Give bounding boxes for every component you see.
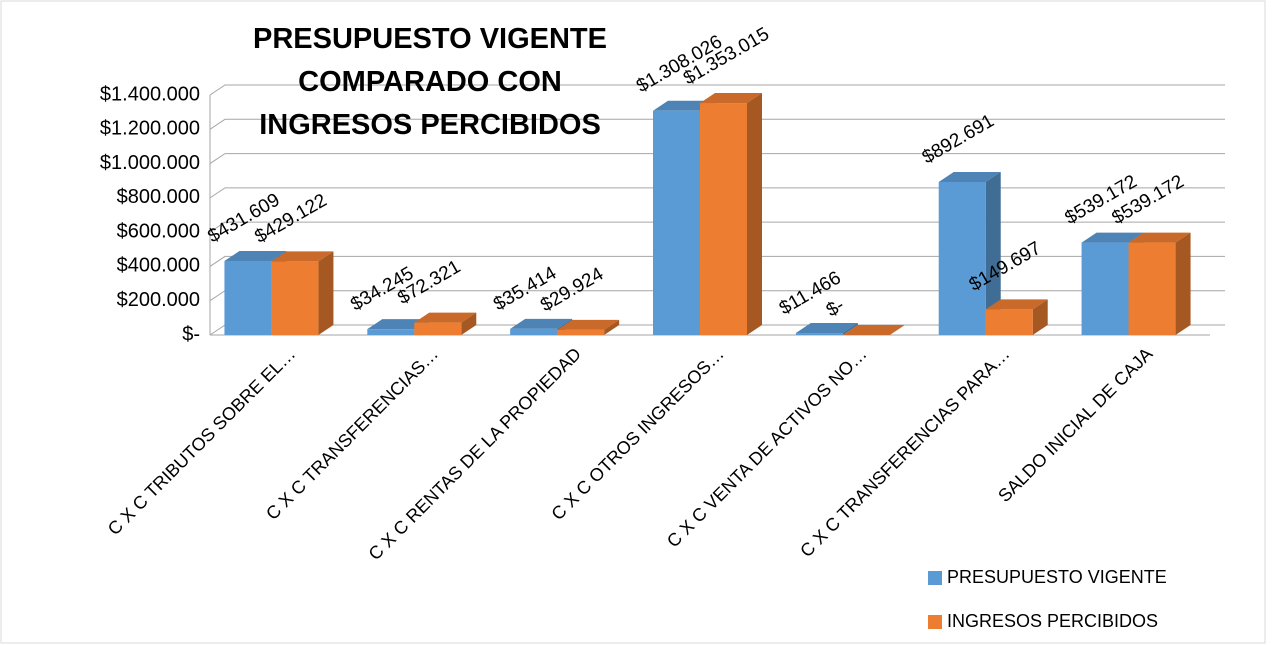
bar-side xyxy=(842,323,858,335)
bar-top xyxy=(414,312,477,323)
chart-title: INGRESOS PERCIBIDOS xyxy=(259,109,601,141)
bar xyxy=(557,319,620,335)
bar-front xyxy=(1128,242,1176,335)
y-tick-label: $400.000 xyxy=(117,255,200,277)
grid-line xyxy=(209,221,1225,233)
y-tick-label: $- xyxy=(182,323,200,345)
bar-top xyxy=(653,100,715,111)
y-tick-label: $1.000.000 xyxy=(100,152,200,174)
grid-line xyxy=(209,118,1225,130)
bar-top xyxy=(271,251,334,262)
bar-front xyxy=(700,103,747,336)
y-tick-label: $600.000 xyxy=(117,220,200,242)
bar-front xyxy=(557,329,605,335)
chart-title: COMPARADO CON xyxy=(298,66,562,98)
bar-side xyxy=(747,93,762,336)
bar xyxy=(700,93,762,336)
bar xyxy=(985,299,1048,335)
grid-line xyxy=(209,187,1225,199)
bar xyxy=(795,323,858,335)
legend-label: INGRESOS PERCIBIDOS xyxy=(947,611,1158,631)
bar-front xyxy=(271,261,319,335)
bar-top xyxy=(985,299,1048,310)
bar-top xyxy=(842,325,905,335)
bar-front xyxy=(367,329,415,335)
y-tick-label: $1.200.000 xyxy=(100,118,200,140)
bar-side xyxy=(318,251,334,335)
bar-front xyxy=(510,328,558,335)
bar-front xyxy=(985,309,1033,335)
bar-top xyxy=(700,93,762,104)
bar-top xyxy=(224,251,287,262)
bar-top xyxy=(557,319,620,330)
y-tick-label: $200.000 xyxy=(117,289,200,311)
bar xyxy=(414,312,477,335)
bar-top xyxy=(367,319,430,330)
bar xyxy=(271,251,334,335)
bar xyxy=(842,325,905,335)
bar-top xyxy=(938,171,1001,182)
legend-swatch xyxy=(928,615,942,629)
grid-line xyxy=(209,153,1225,164)
bar-top xyxy=(1128,232,1191,243)
bar-top xyxy=(1081,232,1144,243)
bar-front xyxy=(938,181,986,335)
bar-front xyxy=(414,322,462,335)
bar xyxy=(1128,232,1191,335)
chart-title: PRESUPUESTO VIGENTE xyxy=(253,23,607,55)
grid-line xyxy=(209,255,1225,267)
bar-front xyxy=(653,110,700,335)
y-tick-label: $1.400.000 xyxy=(100,83,200,105)
legend-swatch xyxy=(928,571,942,585)
grid-line xyxy=(209,84,1225,96)
bar-side xyxy=(985,171,1001,335)
bar-side xyxy=(461,312,477,335)
bar xyxy=(938,171,1001,335)
y-tick-label: $800.000 xyxy=(117,186,200,208)
bar-top xyxy=(510,318,573,329)
bar-top xyxy=(795,323,858,334)
bar-side xyxy=(1175,232,1191,335)
bar-front xyxy=(224,261,272,335)
bar-side xyxy=(1032,299,1048,335)
bar-side xyxy=(604,319,620,335)
bar-front xyxy=(1081,242,1129,335)
bar-front xyxy=(795,333,843,335)
legend-label: PRESUPUESTO VIGENTE xyxy=(947,567,1167,587)
